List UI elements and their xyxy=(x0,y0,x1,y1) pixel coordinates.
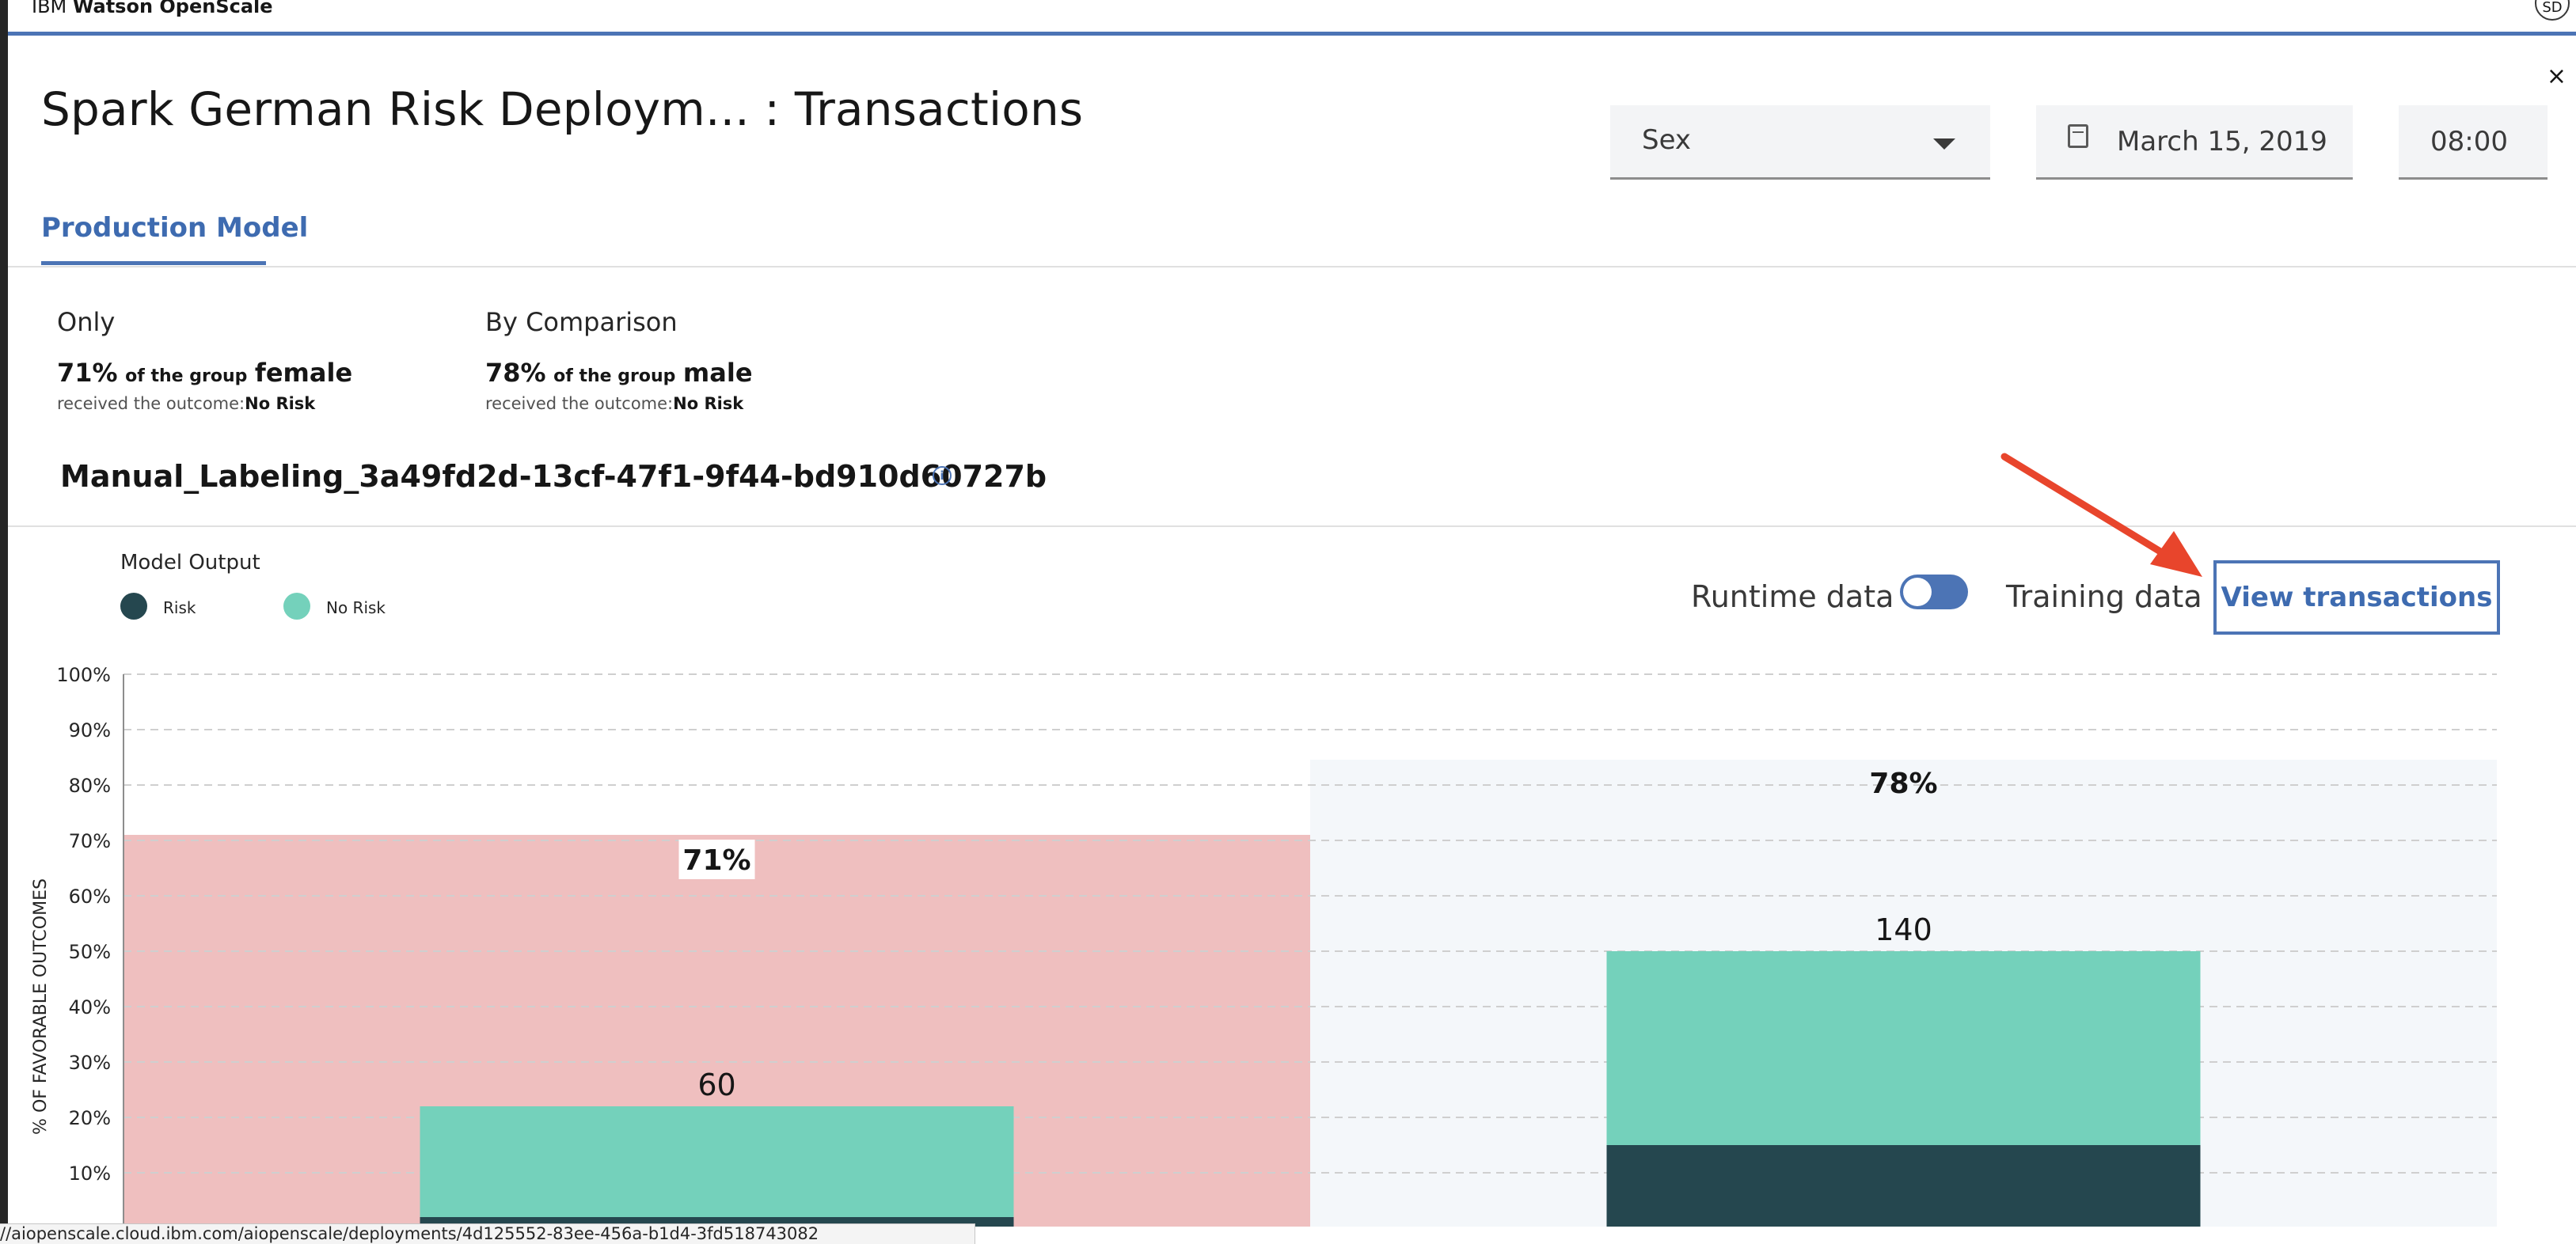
brand: IBM Watson OpenScale xyxy=(32,0,273,17)
runtime-data-label: Runtime data xyxy=(1691,579,1894,614)
date-picker[interactable]: March 15, 2019 xyxy=(2036,105,2353,180)
feature-select-value: Sex xyxy=(1642,124,1692,156)
y-axis-label: % OF FAVORABLE OUTCOMES xyxy=(31,878,51,1135)
y-tick-label: 90% xyxy=(69,719,111,741)
reference-heading: By Comparison xyxy=(485,307,678,337)
legend-title: Model Output xyxy=(120,551,260,575)
monitored-heading: Only xyxy=(57,307,116,337)
reference-outcome: received the outcome:No Risk xyxy=(485,394,744,413)
window-edge xyxy=(0,0,8,1244)
status-url: //aiopenscale.cloud.ibm.com/aiopenscale/… xyxy=(0,1223,975,1244)
feature-select[interactable]: Sex xyxy=(1610,105,1990,180)
divider xyxy=(8,525,2576,527)
header-accent-line xyxy=(8,32,2576,36)
y-tick-label: 80% xyxy=(69,775,111,797)
y-tick-label: 50% xyxy=(69,941,111,963)
toggle-knob xyxy=(1903,578,1932,606)
y-tick-label: 70% xyxy=(69,830,111,852)
bar-risk-male xyxy=(1606,1145,2201,1227)
bar-no-risk-male xyxy=(1606,951,2201,1145)
info-icon[interactable]: i xyxy=(933,466,952,485)
group-percent-label: 71% xyxy=(682,844,750,877)
bar-count-label: 140 xyxy=(1875,912,1932,947)
y-tick-label: 10% xyxy=(69,1162,111,1185)
fairness-chart: 10% 20% 30% 40% 50% 60% 70% 80% 90% 100% % OF FAVO… xyxy=(31,664,2497,1227)
chevron-down-icon xyxy=(1933,138,1955,150)
legend-label-risk: Risk xyxy=(163,598,196,617)
view-transactions-button[interactable]: View transactions xyxy=(2213,560,2500,635)
percent-label-box xyxy=(678,840,755,879)
bar-no-risk-female xyxy=(420,1106,1014,1217)
date-value: March 15, 2019 xyxy=(2117,126,2327,157)
avatar[interactable]: SD xyxy=(2535,0,2570,21)
close-icon[interactable]: × xyxy=(2546,63,2567,90)
y-tick-label: 40% xyxy=(69,996,111,1018)
reference-summary: 78% of the group male xyxy=(485,358,753,388)
divider xyxy=(8,266,2576,267)
monitored-summary: 71% of the group female xyxy=(57,358,353,388)
y-tick-label: 20% xyxy=(69,1107,111,1129)
tab-production-model[interactable]: Production Model xyxy=(41,212,309,244)
active-tab-indicator xyxy=(41,261,266,265)
y-tick-label: 100% xyxy=(56,664,111,686)
annotation-arrow-icon xyxy=(2000,453,2202,577)
training-data-label: Training data xyxy=(2006,579,2202,614)
legend-label-no-risk: No Risk xyxy=(326,598,386,617)
page-title: Spark German Risk Deploym... : Transacti… xyxy=(41,82,1084,136)
y-tick-label: 60% xyxy=(69,886,111,908)
y-tick-label: 30% xyxy=(69,1052,111,1074)
time-value: 08:00 xyxy=(2430,126,2508,157)
time-input[interactable]: 08:00 xyxy=(2399,105,2548,180)
bar-count-label: 60 xyxy=(697,1068,735,1102)
legend-swatch-risk xyxy=(120,593,147,620)
legend-swatch-no-risk xyxy=(283,593,310,620)
group-percent-label: 78% xyxy=(1869,768,1937,800)
top-bar: IBM Watson OpenScale SD xyxy=(8,0,2576,32)
monitored-outcome: received the outcome:No Risk xyxy=(57,394,316,413)
calendar-icon xyxy=(2068,124,2088,148)
data-source-toggle[interactable] xyxy=(1900,575,1968,609)
attribute-name: Manual_Labeling_3a49fd2d-13cf-47f1-9f44-… xyxy=(60,459,1047,494)
